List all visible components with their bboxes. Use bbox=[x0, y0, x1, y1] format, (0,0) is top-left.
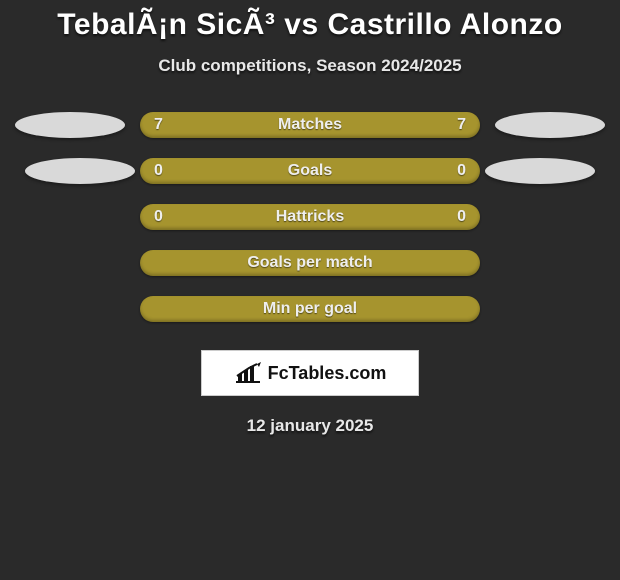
stat-right-value: 0 bbox=[457, 162, 466, 180]
stat-pill: 7 Matches 7 bbox=[140, 112, 480, 138]
player-right-marker bbox=[495, 112, 605, 138]
page-title: TebalÃ¡n SicÃ³ vs Castrillo Alonzo bbox=[0, 8, 620, 42]
stat-left-value: 0 bbox=[154, 208, 163, 226]
stat-row: 7 Matches 7 bbox=[0, 112, 620, 138]
bar-chart-icon bbox=[234, 362, 262, 384]
stat-pill: 0 Goals 0 bbox=[140, 158, 480, 184]
stat-right-value: 7 bbox=[457, 116, 466, 134]
stat-label: Min per goal bbox=[263, 300, 357, 318]
stat-left-value: 0 bbox=[154, 162, 163, 180]
snapshot-date: 12 january 2025 bbox=[0, 416, 620, 436]
stat-rows: 7 Matches 7 0 Goals 0 0 Hattricks 0 Goals per mat… bbox=[0, 112, 620, 322]
brand-logo[interactable]: FcTables.com bbox=[201, 350, 419, 396]
player-left-marker bbox=[15, 112, 125, 138]
player-right-marker bbox=[485, 158, 595, 184]
stat-right-value: 0 bbox=[457, 208, 466, 226]
brand-logo-text: FcTables.com bbox=[268, 363, 387, 384]
stat-label: Matches bbox=[278, 116, 342, 134]
stat-pill: Goals per match bbox=[140, 250, 480, 276]
player-left-marker bbox=[25, 158, 135, 184]
stat-left-value: 7 bbox=[154, 116, 163, 134]
stat-row: 0 Goals 0 bbox=[0, 158, 620, 184]
stat-row: Min per goal bbox=[0, 296, 620, 322]
stat-pill: 0 Hattricks 0 bbox=[140, 204, 480, 230]
page-subtitle: Club competitions, Season 2024/2025 bbox=[0, 56, 620, 76]
stat-row: 0 Hattricks 0 bbox=[0, 204, 620, 230]
stat-row: Goals per match bbox=[0, 250, 620, 276]
stat-label: Hattricks bbox=[276, 208, 344, 226]
stat-label: Goals per match bbox=[247, 254, 372, 272]
stat-label: Goals bbox=[288, 162, 332, 180]
stat-pill: Min per goal bbox=[140, 296, 480, 322]
